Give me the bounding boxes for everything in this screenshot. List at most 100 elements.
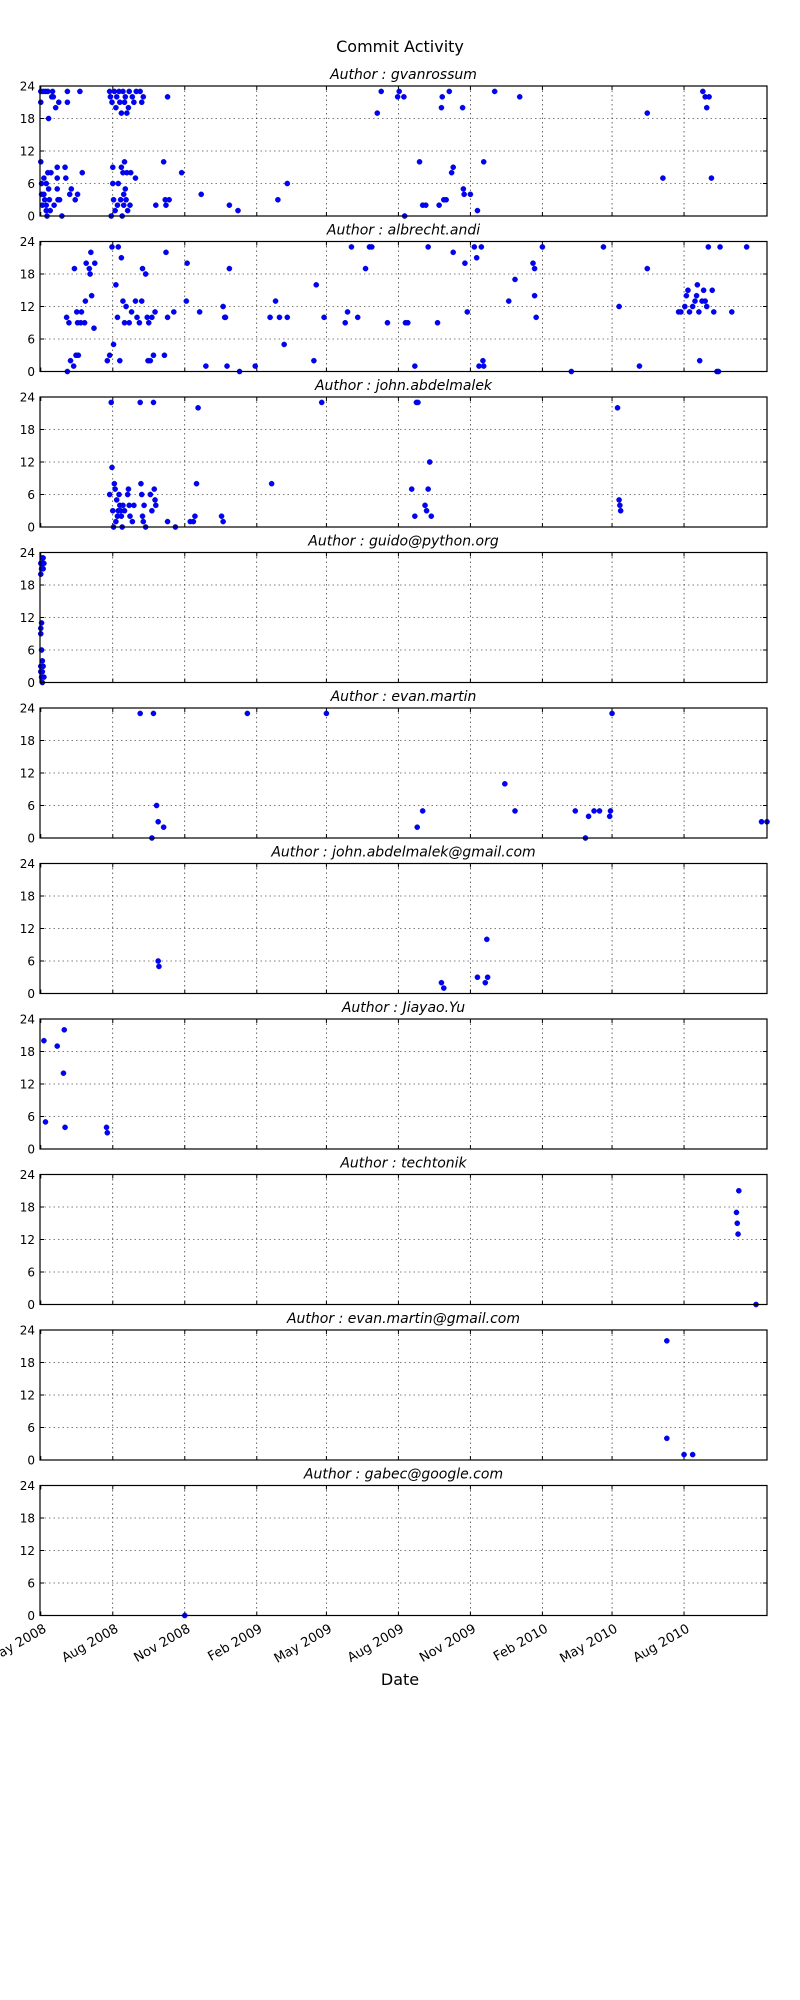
x-tick-label: Aug 2010 bbox=[631, 1622, 693, 1666]
data-point bbox=[147, 491, 154, 498]
data-point bbox=[378, 88, 384, 95]
plot-frame bbox=[39, 862, 768, 995]
data-point bbox=[151, 486, 158, 492]
data-point bbox=[126, 502, 133, 509]
data-point bbox=[113, 518, 119, 525]
data-point bbox=[196, 309, 203, 315]
y-tick-label: 18 bbox=[20, 268, 35, 282]
data-point bbox=[267, 314, 273, 321]
data-point bbox=[696, 309, 702, 315]
panel: Author : gvanrossum 0 6 12 18 24 bbox=[20, 67, 768, 224]
data-point bbox=[47, 207, 53, 214]
data-point bbox=[136, 319, 143, 326]
data-point bbox=[441, 985, 447, 991]
data-point bbox=[443, 196, 449, 203]
y-tick-label: 0 bbox=[27, 210, 35, 224]
y-tick-label: 18 bbox=[20, 423, 35, 437]
y-tick-label: 0 bbox=[27, 1609, 35, 1623]
data-point bbox=[192, 513, 198, 519]
y-tick-label: 0 bbox=[27, 676, 35, 690]
data-point bbox=[425, 244, 431, 250]
panel-title: Author : techtonik bbox=[339, 1156, 467, 1172]
plot-frame bbox=[39, 1484, 768, 1617]
data-point bbox=[415, 399, 421, 406]
data-point bbox=[111, 480, 118, 487]
data-point bbox=[502, 781, 508, 787]
x-tick-label: Nov 2008 bbox=[131, 1622, 193, 1666]
data-point bbox=[728, 309, 735, 315]
data-point bbox=[164, 94, 171, 100]
data-point bbox=[272, 298, 279, 304]
data-point bbox=[190, 518, 197, 525]
data-point bbox=[37, 159, 44, 165]
y-tick-label: 12 bbox=[20, 145, 35, 159]
data-point bbox=[235, 207, 241, 214]
panel-title: Author : Jiayao.Yu bbox=[341, 1000, 465, 1016]
data-point bbox=[83, 260, 89, 266]
y-tick-label: 24 bbox=[20, 1013, 35, 1027]
data-point bbox=[139, 513, 146, 519]
data-point bbox=[218, 513, 225, 519]
data-point bbox=[224, 363, 230, 369]
data-point bbox=[104, 357, 111, 364]
y-tick-label: 6 bbox=[27, 488, 35, 502]
y-tick-label: 0 bbox=[27, 1298, 35, 1312]
data-point bbox=[664, 1338, 670, 1344]
y-tick-label: 24 bbox=[20, 702, 35, 716]
data-point bbox=[401, 94, 407, 100]
data-point bbox=[482, 979, 489, 986]
data-point bbox=[531, 292, 538, 299]
data-point bbox=[67, 357, 74, 364]
panel-title: Author : guido@python.org bbox=[307, 534, 499, 550]
data-point bbox=[107, 94, 114, 100]
data-point bbox=[45, 88, 51, 95]
data-point bbox=[129, 518, 136, 525]
y-tick-label: 18 bbox=[20, 890, 35, 904]
y-tick-label: 24 bbox=[20, 1479, 35, 1493]
data-point bbox=[428, 513, 435, 519]
data-point bbox=[478, 244, 485, 250]
data-point bbox=[438, 979, 445, 986]
data-point bbox=[354, 314, 361, 321]
data-point bbox=[226, 202, 233, 208]
data-point bbox=[616, 303, 622, 310]
data-point bbox=[164, 518, 171, 525]
plot-frame bbox=[39, 240, 768, 373]
data-point bbox=[128, 309, 135, 315]
data-point bbox=[72, 196, 79, 203]
data-point bbox=[71, 265, 78, 272]
data-point bbox=[117, 357, 123, 364]
data-point bbox=[195, 405, 201, 411]
panel: Author : Jiayao.Yu 0 6 12 18 24 bbox=[20, 1000, 768, 1157]
data-point bbox=[120, 502, 126, 509]
data-point bbox=[530, 260, 536, 266]
data-point bbox=[281, 341, 287, 348]
panel: Author : techtonik 0 6 12 18 24 bbox=[20, 1156, 768, 1312]
data-point bbox=[62, 164, 68, 171]
data-point bbox=[683, 292, 690, 299]
data-point bbox=[86, 265, 93, 272]
data-point bbox=[459, 104, 466, 111]
data-point bbox=[103, 1124, 110, 1131]
data-point bbox=[394, 94, 401, 100]
data-point bbox=[74, 191, 81, 198]
y-tick-label: 24 bbox=[20, 391, 35, 405]
y-tick-label: 6 bbox=[27, 644, 35, 658]
data-point bbox=[419, 808, 426, 814]
data-point bbox=[127, 202, 133, 208]
data-point bbox=[450, 249, 456, 256]
data-point bbox=[163, 249, 169, 256]
data-point bbox=[60, 1070, 67, 1076]
data-point bbox=[40, 663, 46, 670]
data-point bbox=[275, 196, 281, 203]
data-point bbox=[115, 180, 122, 187]
data-point bbox=[63, 175, 69, 181]
data-point bbox=[321, 314, 327, 321]
data-point bbox=[734, 1220, 741, 1227]
data-point bbox=[705, 244, 712, 250]
data-point bbox=[596, 808, 603, 814]
plot-frame bbox=[39, 1173, 768, 1306]
data-point bbox=[48, 169, 54, 176]
data-point bbox=[108, 399, 115, 406]
data-point bbox=[88, 249, 94, 256]
